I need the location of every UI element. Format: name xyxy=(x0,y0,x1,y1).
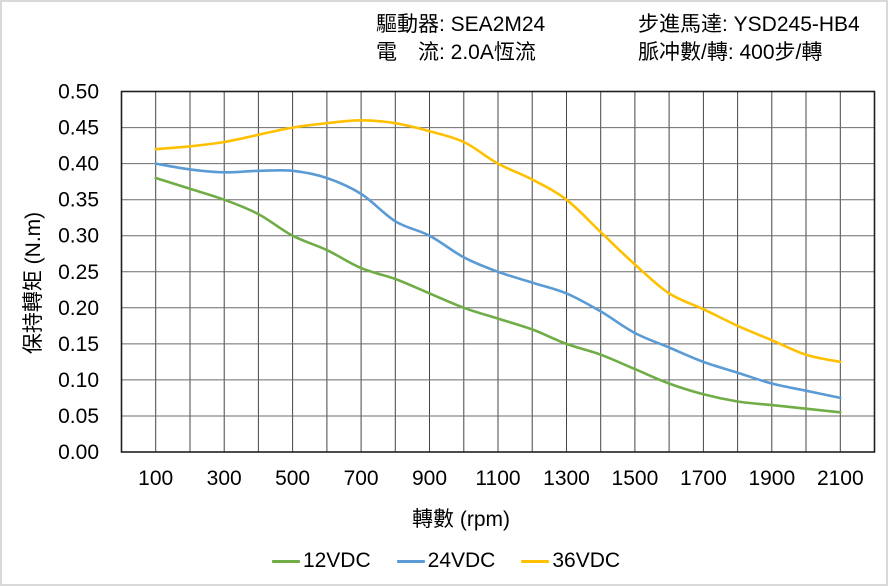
x-tick-label: 500 xyxy=(275,467,310,490)
torque-chart-svg: 0.00 0.05 0.10 0.15 0.20 0.25 0.30 0.35 0.40 0.45… xyxy=(22,81,876,531)
y-tick-label: 0.10 xyxy=(58,369,99,392)
legend-item-36VDC: 36VDC xyxy=(521,549,620,573)
y-axis-title: 保持轉矩 (N.m) xyxy=(22,212,45,354)
plot-area-border xyxy=(120,90,876,453)
x-tick-label: 100 xyxy=(138,467,173,490)
y-tick-label: 0.05 xyxy=(58,405,99,428)
legend-label: 36VDC xyxy=(552,549,621,572)
y-tick-label: 0.20 xyxy=(58,297,99,320)
x-tick-label: 1500 xyxy=(612,467,659,490)
series-line-36VDC xyxy=(154,119,842,364)
y-tick-label: 0.00 xyxy=(58,441,99,464)
chart-legend: 12VDC 24VDC 36VDC xyxy=(2,548,888,574)
x-tick-label: 2100 xyxy=(817,467,864,490)
y-tick-label: 0.30 xyxy=(58,225,99,248)
x-axis-tick-labels: 100 300 500 700 900 1100 1300 1500 1700 1900 2100 xyxy=(138,467,863,490)
y-tick-label: 0.45 xyxy=(58,117,99,140)
torque-speed-chart: 0.00 0.05 0.10 0.15 0.20 0.25 0.30 0.35 0.40 0.45… xyxy=(2,2,888,542)
legend-item-24VDC: 24VDC xyxy=(396,549,496,573)
y-tick-label: 0.35 xyxy=(58,189,99,212)
legend-label: 24VDC xyxy=(427,549,496,572)
legend-swatch-36VDC xyxy=(521,559,550,563)
x-tick-label: 700 xyxy=(344,467,379,490)
x-tick-label: 1100 xyxy=(475,467,520,490)
x-tick-label: 900 xyxy=(412,467,447,490)
y-tick-label: 0.25 xyxy=(58,261,99,284)
y-axis-tick-labels: 0.00 0.05 0.10 0.15 0.20 0.25 0.30 0.35 0.40 0.45… xyxy=(58,81,99,465)
x-tick-label: 1300 xyxy=(543,467,590,490)
motor-info: 步進馬達: YSD245-HB4 xyxy=(638,13,860,36)
legend-swatch-12VDC xyxy=(271,559,300,563)
x-tick-label: 300 xyxy=(207,467,242,490)
y-tick-label: 0.50 xyxy=(58,81,99,104)
legend-item-12VDC: 12VDC xyxy=(271,549,371,573)
x-tick-label: 1900 xyxy=(748,467,795,490)
series-line-24VDC xyxy=(154,162,842,400)
x-axis-title: 轉數 (rpm) xyxy=(412,508,510,531)
driver-info: 驅動器: SEA2M24 xyxy=(376,13,546,36)
y-tick-label: 0.15 xyxy=(58,333,99,356)
y-tick-label: 0.40 xyxy=(58,153,99,176)
series-line-12VDC xyxy=(154,176,842,414)
gridlines xyxy=(121,91,875,452)
header-row-2: 電 流: 2.0A恆流 脈冲數/轉: 400步/轉 xyxy=(376,39,860,67)
header-row-1: 驅動器: SEA2M24 步進馬達: YSD245-HB4 xyxy=(376,11,860,39)
legend-label: 12VDC xyxy=(302,549,371,572)
current-info: 電 流: 2.0A恆流 xyxy=(376,41,536,64)
chart-info-header: 驅動器: SEA2M24 步進馬達: YSD245-HB4 電 流: 2.0A恆… xyxy=(376,11,860,67)
pulses-per-rev-info: 脈冲數/轉: 400步/轉 xyxy=(638,41,823,64)
legend-swatch-24VDC xyxy=(396,559,425,563)
x-tick-label: 1700 xyxy=(680,467,727,490)
